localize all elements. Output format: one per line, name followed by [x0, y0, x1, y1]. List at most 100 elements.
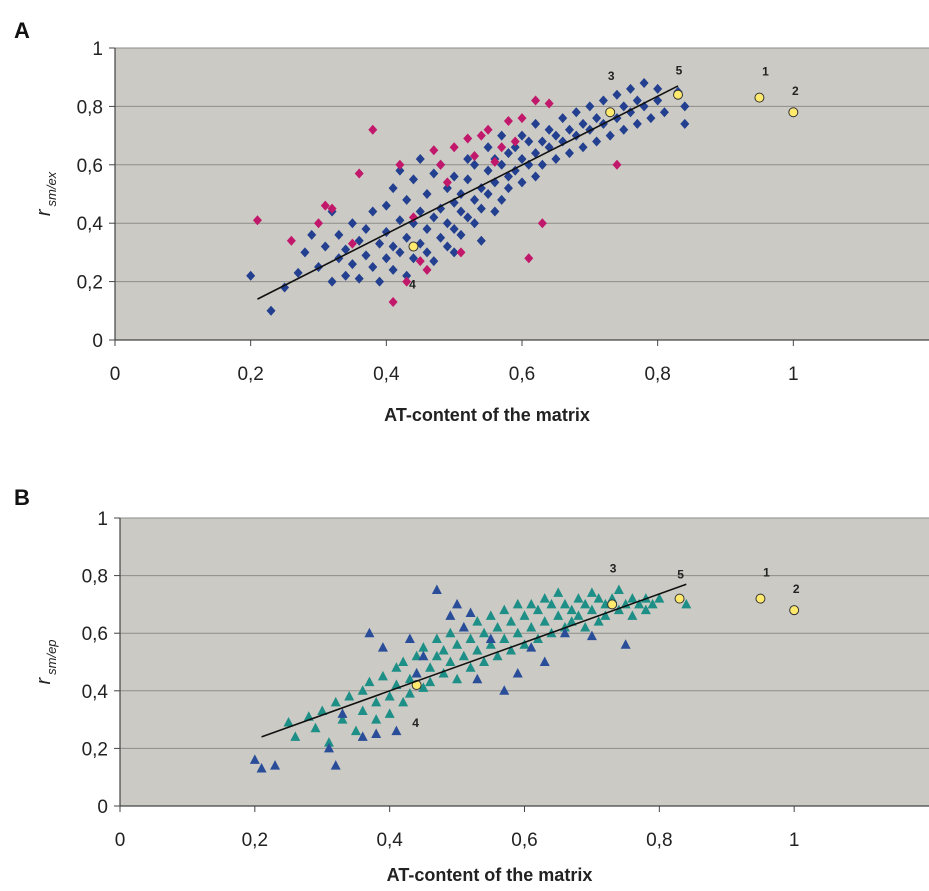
data-point: [371, 714, 382, 724]
data-point: [620, 598, 631, 609]
y-tick-label: 0: [92, 331, 103, 352]
highlight-point: [788, 107, 799, 118]
y-axis-label: r sm/ep: [33, 639, 59, 684]
data-point: [476, 183, 486, 194]
data-point: [564, 148, 574, 159]
data-point: [553, 610, 564, 620]
data-point: [314, 218, 323, 229]
data-point: [470, 151, 480, 162]
data-point: [586, 604, 597, 615]
data-point: [531, 171, 541, 182]
data-point: [463, 133, 473, 144]
data-point: [391, 679, 402, 690]
data-point: [371, 728, 382, 738]
x-axis-label: AT-content of the matrix: [384, 405, 590, 425]
data-point: [586, 630, 597, 641]
data-point: [517, 113, 527, 124]
x-tick-label: 0,2: [237, 364, 263, 385]
data-point: [246, 270, 256, 281]
point-label: 3: [610, 561, 617, 575]
data-point: [330, 760, 341, 770]
data-point: [499, 633, 510, 643]
data-point: [479, 656, 490, 666]
y-tick-label: 0,8: [77, 97, 103, 118]
data-point: [452, 598, 463, 609]
data-point: [388, 297, 398, 308]
data-point: [252, 215, 262, 226]
data-point: [531, 148, 541, 159]
data-point: [458, 650, 469, 661]
data-point: [323, 742, 334, 753]
data-point: [449, 247, 459, 258]
data-point: [283, 716, 294, 727]
data-point: [512, 598, 523, 609]
panel-b: B 0 0,2 0,4 0,6 0,8 1 0 0,2 0,4 0,6 0,8 1 AT-content …: [14, 485, 929, 885]
data-point: [463, 174, 473, 185]
data-point: [517, 153, 527, 164]
data-point: [395, 159, 405, 170]
data-point: [517, 177, 527, 188]
data-point: [485, 610, 496, 620]
data-point: [497, 142, 507, 153]
x-tick-label: 0: [115, 830, 126, 851]
data-point: [659, 107, 669, 118]
data-point: [558, 113, 568, 124]
data-point: [415, 206, 425, 217]
data-point: [559, 627, 570, 638]
data-point: [512, 668, 523, 678]
data-point: [476, 130, 486, 141]
data-point: [517, 130, 527, 141]
data-point: [639, 78, 649, 89]
data-point: [429, 145, 439, 156]
data-point: [476, 203, 486, 214]
data-point: [544, 124, 554, 135]
data-point: [531, 95, 541, 106]
trend-line: [261, 583, 687, 738]
x-tick-label: 0,6: [511, 830, 537, 851]
data-point: [425, 676, 436, 687]
data-point: [512, 627, 523, 638]
data-point: [497, 159, 507, 170]
data-point: [524, 136, 534, 147]
highlight-point: [754, 92, 765, 103]
data-point: [337, 708, 348, 718]
data-point: [647, 598, 658, 609]
data-point: [398, 696, 409, 707]
data-point: [612, 89, 622, 100]
data-point: [483, 142, 493, 153]
data-point: [442, 241, 452, 252]
data-point: [354, 273, 364, 284]
x-tick-label: 0,6: [509, 364, 535, 385]
data-point: [320, 200, 330, 211]
data-point: [510, 136, 520, 147]
data-point: [398, 656, 409, 666]
data-point: [497, 194, 507, 205]
x-tick-label: 0,8: [646, 830, 672, 851]
data-point: [593, 616, 604, 626]
data-point: [452, 639, 463, 649]
data-point: [456, 206, 466, 217]
plot-area: [115, 48, 929, 340]
data-point: [442, 218, 452, 229]
data-point: [375, 276, 385, 287]
data-point: [344, 691, 355, 701]
data-point: [472, 616, 483, 626]
data-point: [256, 763, 267, 773]
data-point: [613, 604, 624, 615]
data-point: [357, 685, 368, 695]
data-point: [415, 153, 425, 164]
data-point: [620, 639, 631, 649]
data-point: [388, 241, 398, 252]
x-tick-label: 1: [789, 830, 800, 851]
data-point: [613, 584, 624, 594]
data-point: [490, 206, 500, 217]
data-point: [395, 215, 405, 226]
data-point: [395, 247, 405, 258]
data-point: [566, 616, 577, 626]
data-point: [442, 183, 452, 194]
data-point: [463, 153, 473, 164]
data-point: [293, 267, 303, 278]
data-point: [334, 229, 344, 240]
data-point: [537, 218, 547, 229]
point-label: 5: [676, 64, 683, 78]
